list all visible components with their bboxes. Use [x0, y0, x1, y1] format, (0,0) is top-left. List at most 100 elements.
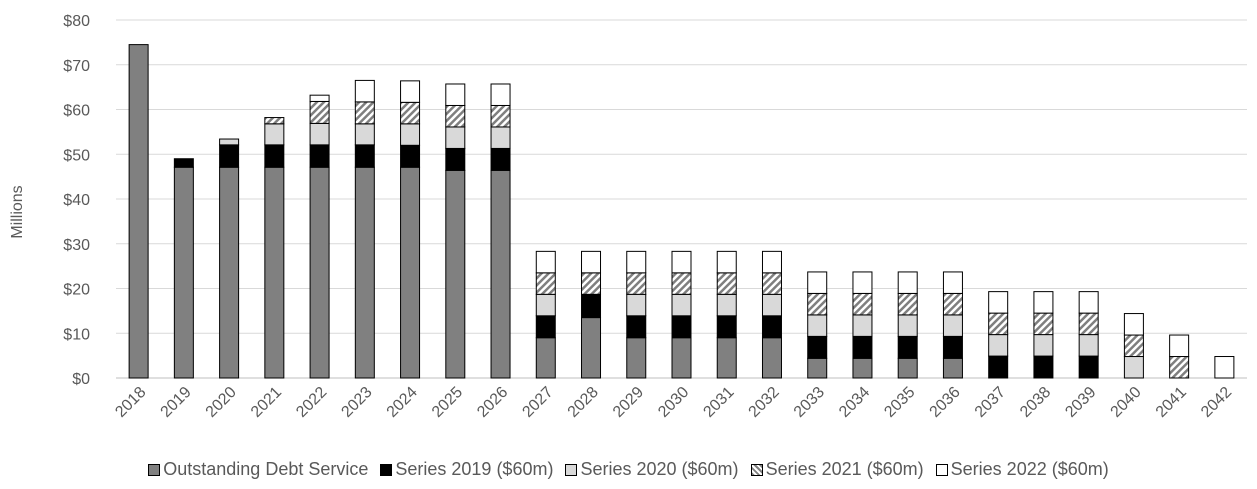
bar-segment-2035-series-5	[897, 271, 918, 294]
bar-segment-2029-series-3	[626, 293, 647, 317]
bar-segment-2031-series-4	[716, 272, 737, 295]
bar-segment-2018-series-1	[128, 44, 149, 379]
legend: Outstanding Debt Service Series 2019 ($60…	[0, 459, 1257, 480]
bar-segment-2037-series-5	[988, 291, 1009, 314]
bar-segment-2022-series-2	[309, 144, 330, 168]
bar-segment-2036-series-2	[942, 335, 963, 359]
bar-segment-2024-series-4	[400, 101, 421, 125]
bar-segment-2036-series-1	[942, 357, 963, 379]
y-axis-label: Millions	[9, 185, 26, 238]
bar-segment-2025-series-4	[445, 104, 466, 128]
x-tick-label: 2041	[1153, 384, 1190, 421]
x-tick-label: 2024	[384, 384, 421, 421]
bar-segment-2025-series-5	[445, 83, 466, 106]
bar-segment-2033-series-4	[807, 292, 828, 316]
legend-item-4: Series 2021 ($60m)	[750, 459, 924, 480]
bar-segment-2030-series-1	[671, 337, 692, 379]
x-tick-label: 2019	[157, 384, 194, 421]
bar-segment-2024-series-3	[400, 123, 421, 146]
bar-segment-2032-series-1	[761, 337, 782, 379]
y-tick-label: $20	[63, 282, 90, 299]
bar-segment-2033-series-5	[807, 271, 828, 294]
bar-segment-2023-series-4	[354, 101, 375, 125]
bar-segment-2032-series-2	[761, 315, 782, 339]
legend-label: Series 2019 ($60m)	[395, 459, 554, 479]
bar-segment-2040-series-4	[1123, 334, 1144, 358]
x-tick-label: 2033	[791, 384, 828, 421]
bar-segment-2039-series-2	[1078, 355, 1099, 379]
bar-segment-2030-series-2	[671, 315, 692, 339]
bar-segment-2033-series-2	[807, 335, 828, 359]
bar-segment-2022-series-3	[309, 122, 330, 146]
bar-segment-2032-series-3	[761, 293, 782, 317]
bar-segment-2031-series-5	[716, 250, 737, 274]
bar-segment-2024-series-5	[400, 80, 421, 103]
bar-segment-2025-series-3	[445, 126, 466, 149]
bar-segment-2037-series-4	[988, 312, 1009, 336]
bar-segment-2033-series-1	[807, 357, 828, 379]
x-tick-label: 2034	[836, 384, 873, 421]
legend-item-3: Series 2020 ($60m)	[565, 459, 739, 480]
bars	[128, 44, 1235, 379]
bar-segment-2037-series-2	[988, 355, 1009, 379]
bar-segment-2021-series-4	[264, 117, 285, 125]
bar-segment-2025-series-2	[445, 147, 466, 171]
bar-segment-2022-series-1	[309, 166, 330, 379]
bar-segment-2039-series-4	[1078, 312, 1099, 336]
bar-segment-2035-series-2	[897, 335, 918, 359]
bar-segment-2028-series-1	[581, 317, 602, 379]
x-tick-label: 2025	[429, 384, 466, 421]
x-tick-label: 2031	[700, 384, 737, 421]
bar-segment-2039-series-3	[1078, 334, 1099, 357]
x-tick-label: 2027	[519, 384, 556, 421]
x-tick-label: 2020	[203, 384, 240, 421]
x-tick-label: 2022	[293, 384, 330, 421]
bar-segment-2035-series-1	[897, 357, 918, 379]
bar-segment-2019-series-1	[173, 166, 194, 379]
x-tick-label: 2030	[655, 384, 692, 421]
bar-segment-2028-series-2	[581, 293, 602, 319]
stacked-bar-chart: $0$10$20$30$40$50$60$70$80 2018 2019 2020 2…	[9, 13, 1247, 421]
bar-segment-2030-series-5	[671, 250, 692, 274]
bar-segment-2035-series-3	[897, 314, 918, 337]
bar-segment-2021-series-2	[264, 144, 285, 168]
bar-segment-2027-series-4	[535, 272, 556, 295]
bar-segment-2031-series-2	[716, 315, 737, 339]
y-tick-label: $0	[72, 371, 90, 388]
bar-segment-2038-series-5	[1033, 291, 1054, 314]
bar-segment-2020-series-1	[219, 166, 240, 379]
x-tick-label: 2029	[610, 384, 647, 421]
x-tick-label: 2021	[248, 384, 285, 421]
bar-segment-2027-series-1	[535, 337, 556, 379]
legend-item-2: Series 2019 ($60m)	[380, 459, 553, 480]
bar-segment-2023-series-1	[354, 166, 375, 379]
x-tick-label: 2023	[338, 384, 375, 421]
bar-segment-2027-series-2	[535, 315, 556, 339]
bar-segment-2041-series-4	[1169, 356, 1190, 379]
y-tick-label: $80	[63, 13, 90, 30]
legend-label: Series 2021 ($60m)	[765, 459, 924, 479]
bar-segment-2024-series-2	[400, 144, 421, 168]
bar-segment-2027-series-3	[535, 293, 556, 317]
legend-swatch	[565, 464, 578, 476]
bar-segment-2042-series-5	[1214, 356, 1235, 379]
bar-segment-2029-series-5	[626, 250, 647, 274]
bar-segment-2028-series-5	[581, 250, 602, 274]
bar-segment-2031-series-1	[716, 337, 737, 379]
x-axis-ticks: 2018 2019 2020 2021 2022 2023 2024 2025 2026 2027…	[112, 384, 1235, 421]
bar-segment-2021-series-1	[264, 166, 285, 379]
bar-segment-2034-series-3	[852, 314, 873, 337]
gridlines	[116, 19, 1247, 379]
bar-segment-2029-series-4	[626, 272, 647, 295]
y-tick-label: $10	[63, 326, 90, 343]
bar-segment-2033-series-3	[807, 314, 828, 337]
bar-segment-2029-series-1	[626, 337, 647, 379]
y-tick-label: $70	[63, 58, 90, 75]
y-tick-label: $50	[63, 147, 90, 164]
y-tick-label: $30	[63, 237, 90, 254]
bar-segment-2040-series-5	[1123, 313, 1144, 336]
bar-segment-2022-series-4	[309, 100, 330, 124]
x-tick-label: 2032	[746, 384, 783, 421]
x-tick-label: 2028	[565, 384, 602, 421]
bar-segment-2034-series-2	[852, 335, 873, 359]
